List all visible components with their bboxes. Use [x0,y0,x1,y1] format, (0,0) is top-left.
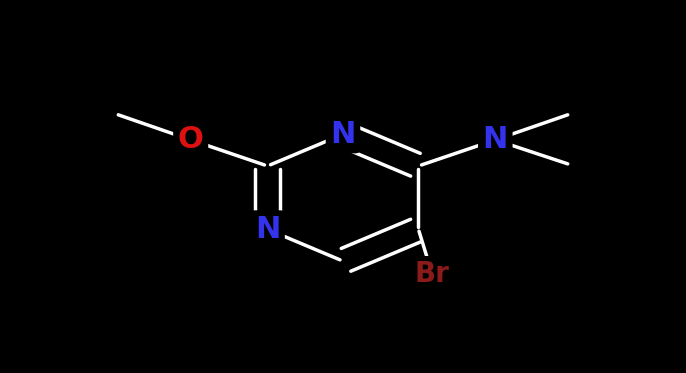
Text: O: O [178,125,204,154]
Text: N: N [331,120,355,149]
Text: N: N [255,215,280,244]
Text: Br: Br [415,260,449,288]
Text: N: N [483,125,508,154]
